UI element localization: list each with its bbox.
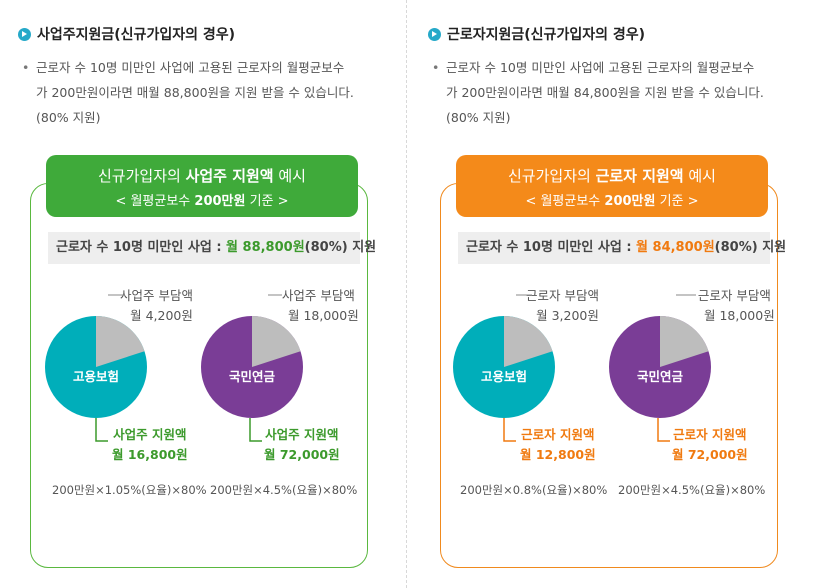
- summary-post: (80%) 지원: [714, 240, 787, 255]
- desc-line: 가 200만원이라면 매월 84,800원을 지원 받을 수 있습니다.: [446, 85, 764, 100]
- pie-slice-share: [660, 316, 709, 367]
- banner-sub-bold: 200만원: [604, 194, 656, 209]
- pie-label: 국민연금: [229, 369, 276, 384]
- banner-sub-bold: 200만원: [194, 194, 246, 209]
- share-label-text: 근로자 부담액: [526, 288, 599, 303]
- summary-pre: 근로자 수 10명 미만인 사업 :: [56, 240, 227, 255]
- national-pension-pie: 국민연금: [201, 316, 303, 418]
- section-heading: 근로자지원금(신규가입자의 경우): [428, 24, 645, 44]
- desc-line: 근로자 수 10명 미만인 사업에 고용된 근로자의 월평균보수: [36, 60, 345, 75]
- share-value-text: 월 18,000원: [288, 308, 359, 323]
- share-label: 사업주 부담액 월 18,000원: [278, 286, 359, 326]
- support-connector: [249, 418, 262, 442]
- formula: 200만원×0.8%(요율)×80%: [460, 483, 608, 497]
- formula: 200만원×4.5%(요율)×80%: [210, 483, 358, 497]
- desc-line: (80% 지원): [36, 110, 101, 125]
- pie-label: 국민연금: [637, 369, 684, 384]
- banner-sub-post: 기준 >: [245, 194, 289, 209]
- column-divider: [406, 0, 407, 588]
- share-label: 사업주 부담액 월 4,200원: [120, 286, 193, 326]
- example-banner: 신규가입자의 사업주 지원액 예시 < 월평균보수 200만원 기준 >: [46, 155, 358, 217]
- support-label-text: 사업주 지원액: [113, 427, 187, 442]
- summary-pre: 근로자 수 10명 미만인 사업 :: [466, 240, 637, 255]
- support-label-text: 사업주 지원액: [265, 427, 339, 442]
- banner-title-post: 예시: [273, 167, 306, 185]
- national-pension-pie: 국민연금: [609, 316, 711, 418]
- share-label-text: 근로자 부담액: [697, 288, 771, 303]
- connector-lines: [95, 294, 282, 442]
- desc-line: (80% 지원): [446, 110, 511, 125]
- banner-title-pre: 신규가입자의: [98, 167, 186, 185]
- support-summary-bar: 근로자 수 10명 미만인 사업 : 월 84,800원(80%) 지원: [458, 232, 786, 264]
- support-label-text: 근로자 지원액: [521, 427, 595, 442]
- support-summary-bar: 근로자 수 10명 미만인 사업 : 월 88,800원(80%) 지원: [48, 232, 376, 264]
- summary-amount: 월 88,800원: [226, 240, 305, 255]
- bullet-dot-icon: •: [432, 60, 440, 75]
- circle-play-icon: [428, 27, 441, 41]
- support-label: 사업주 지원액 월 72,000원: [264, 425, 340, 465]
- support-connector: [95, 418, 108, 442]
- section-heading: 사업주지원금(신규가입자의 경우): [18, 24, 235, 44]
- banner-title-bold: 사업주 지원액: [185, 167, 274, 185]
- desc-line: 근로자 수 10명 미만인 사업에 고용된 근로자의 월평균보수: [446, 60, 755, 75]
- summary-amount: 월 84,800원: [636, 240, 715, 255]
- banner-title-bold: 근로자 지원액: [595, 167, 684, 185]
- share-label: 근로자 부담액 월 18,000원: [694, 286, 775, 326]
- support-value-text: 월 72,000원: [672, 447, 748, 462]
- support-value-text: 월 72,000원: [264, 447, 340, 462]
- banner-title-pre: 신규가입자의: [508, 167, 596, 185]
- section-heading-text: 근로자지원금(신규가입자의 경우): [447, 27, 645, 43]
- employment-insurance-pie: 고용보험: [45, 316, 147, 418]
- pie-label: 고용보험: [73, 369, 119, 384]
- share-value-text: 월 18,000원: [704, 308, 775, 323]
- section-description: • 근로자 수 10명 미만인 사업에 고용된 근로자의 월평균보수 가 200…: [22, 55, 394, 130]
- desc-line: 가 200만원이라면 매월 88,800원을 지원 받을 수 있습니다.: [36, 85, 354, 100]
- support-value-text: 월 16,800원: [112, 447, 188, 462]
- support-label-text: 근로자 지원액: [673, 427, 747, 442]
- support-label: 근로자 지원액 월 72,000원: [672, 425, 748, 465]
- circle-play-icon: [18, 27, 31, 41]
- banner-title-post: 예시: [683, 167, 716, 185]
- pie-slice-share: [96, 316, 145, 367]
- example-banner: 신규가입자의 근로자 지원액 예시 < 월평균보수 200만원 기준 >: [456, 155, 768, 217]
- section-heading-text: 사업주지원금(신규가입자의 경우): [37, 27, 235, 43]
- support-label: 사업주 지원액 월 16,800원: [112, 425, 188, 465]
- formula: 200만원×4.5%(요율)×80%: [618, 483, 766, 497]
- connector-lines: [503, 294, 696, 442]
- banner-sub-pre: < 월평균보수: [115, 194, 195, 209]
- employment-insurance-pie: 고용보험: [453, 316, 555, 418]
- support-connector: [503, 418, 516, 442]
- employer-support-section: 사업주지원금(신규가입자의 경우) • 근로자 수 10명 미만인 사업에 고용…: [0, 0, 400, 588]
- banner-sub-post: 기준 >: [655, 194, 699, 209]
- share-value-text: 월 4,200원: [130, 308, 193, 323]
- formula: 200만원×1.05%(요율)×80%: [52, 483, 207, 497]
- support-label: 근로자 지원액 월 12,800원: [520, 425, 596, 465]
- bullet-dot-icon: •: [22, 60, 30, 75]
- summary-post: (80%) 지원: [304, 240, 377, 255]
- pie-slice-share: [504, 316, 553, 367]
- share-value-text: 월 3,200원: [536, 308, 599, 323]
- share-label-text: 사업주 부담액: [120, 288, 193, 303]
- support-connector: [657, 418, 670, 442]
- share-label: 근로자 부담액 월 3,200원: [526, 286, 599, 326]
- share-label-text: 사업주 부담액: [281, 288, 355, 303]
- banner-sub-pre: < 월평균보수: [525, 194, 605, 209]
- support-value-text: 월 12,800원: [520, 447, 596, 462]
- pie-label: 고용보험: [481, 369, 527, 384]
- worker-support-section: 근로자지원금(신규가입자의 경우) • 근로자 수 10명 미만인 사업에 고용…: [410, 0, 810, 588]
- pie-slice-share: [252, 316, 301, 367]
- section-description: • 근로자 수 10명 미만인 사업에 고용된 근로자의 월평균보수 가 200…: [432, 55, 804, 130]
